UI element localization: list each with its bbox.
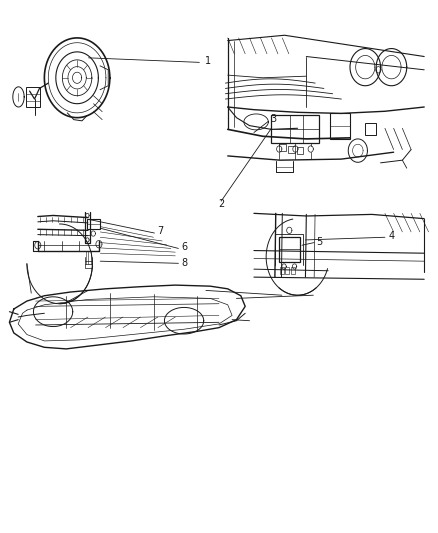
Bar xyxy=(286,266,289,274)
Bar xyxy=(288,147,294,153)
Bar xyxy=(26,87,40,107)
Bar xyxy=(272,115,319,143)
Text: 3: 3 xyxy=(271,114,277,124)
Bar xyxy=(279,237,300,262)
Bar xyxy=(297,148,303,154)
Bar xyxy=(87,219,100,229)
Text: 6: 6 xyxy=(181,242,187,252)
Bar xyxy=(290,266,294,274)
Text: 5: 5 xyxy=(316,237,322,247)
Bar xyxy=(330,114,350,139)
Text: 2: 2 xyxy=(218,199,224,209)
Text: 1: 1 xyxy=(205,56,211,66)
Text: 7: 7 xyxy=(157,226,163,236)
Text: 4: 4 xyxy=(389,231,395,241)
Text: 8: 8 xyxy=(181,258,187,268)
Bar xyxy=(279,144,286,151)
Bar xyxy=(280,266,284,274)
Bar xyxy=(365,123,376,135)
